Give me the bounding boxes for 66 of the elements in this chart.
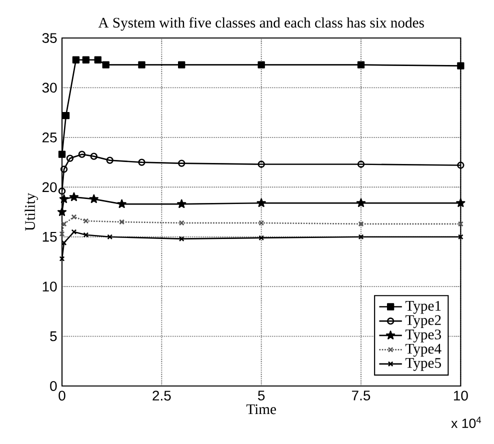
x-tick-label: 2.5 (152, 390, 171, 401)
point (357, 160, 365, 168)
point (258, 61, 265, 68)
legend-label: Type1 (406, 300, 441, 314)
y-tick-label: 0 (50, 381, 57, 391)
point (71, 214, 77, 220)
point (138, 61, 146, 68)
point (119, 219, 125, 225)
x-tick-label: 0 (58, 390, 66, 401)
point (83, 218, 89, 224)
y-tick-label: 10 (42, 282, 57, 292)
point (78, 150, 86, 158)
point (177, 199, 186, 208)
point (358, 234, 364, 240)
x-axis-title: Time (246, 404, 276, 414)
point (72, 56, 80, 64)
point (107, 234, 113, 240)
point (83, 232, 89, 238)
point (66, 154, 74, 162)
x-tick-label: 7.5 (352, 390, 370, 400)
point (357, 61, 365, 68)
point (71, 229, 77, 235)
y-tick-label: 5 (50, 331, 57, 342)
y-tick-label: 20 (42, 182, 57, 192)
y-axis-title: Utility (24, 192, 38, 231)
x-tick-label: 5 (258, 390, 265, 400)
text: x 10$^{4}$ (451, 416, 482, 428)
point (69, 192, 79, 202)
y-tick-label: 35 (42, 33, 57, 43)
legend-label: Type5 (406, 358, 441, 371)
point (358, 221, 364, 227)
point (117, 199, 126, 208)
point (59, 194, 69, 204)
y-tick-label: 15 (42, 232, 57, 242)
point (178, 236, 184, 242)
point (61, 221, 67, 227)
chart-title: A System with five classes and each class has six nodes (98, 17, 424, 31)
point (57, 207, 67, 216)
legend-label: Type2 (406, 315, 441, 328)
point (138, 158, 146, 166)
y-tick-label: 25 (42, 132, 57, 142)
point (456, 198, 466, 208)
point (90, 152, 98, 160)
point (258, 235, 264, 241)
point (178, 61, 186, 68)
point (94, 56, 102, 64)
point (89, 194, 98, 204)
point (256, 198, 266, 208)
point (60, 166, 68, 173)
x-tick-label: 10 (454, 390, 468, 401)
point (356, 198, 366, 208)
y-tick-label: 30 (42, 82, 57, 93)
point (106, 156, 114, 164)
point (58, 150, 66, 158)
point (458, 221, 464, 227)
point (62, 112, 70, 120)
point (82, 56, 90, 64)
point (258, 160, 265, 168)
point (178, 160, 186, 167)
point (457, 62, 464, 70)
point (59, 231, 65, 237)
legend-label: Type3 (406, 330, 441, 342)
legend-label: Type4 (406, 344, 442, 357)
point (258, 220, 264, 226)
point (178, 220, 184, 226)
point (102, 61, 110, 68)
